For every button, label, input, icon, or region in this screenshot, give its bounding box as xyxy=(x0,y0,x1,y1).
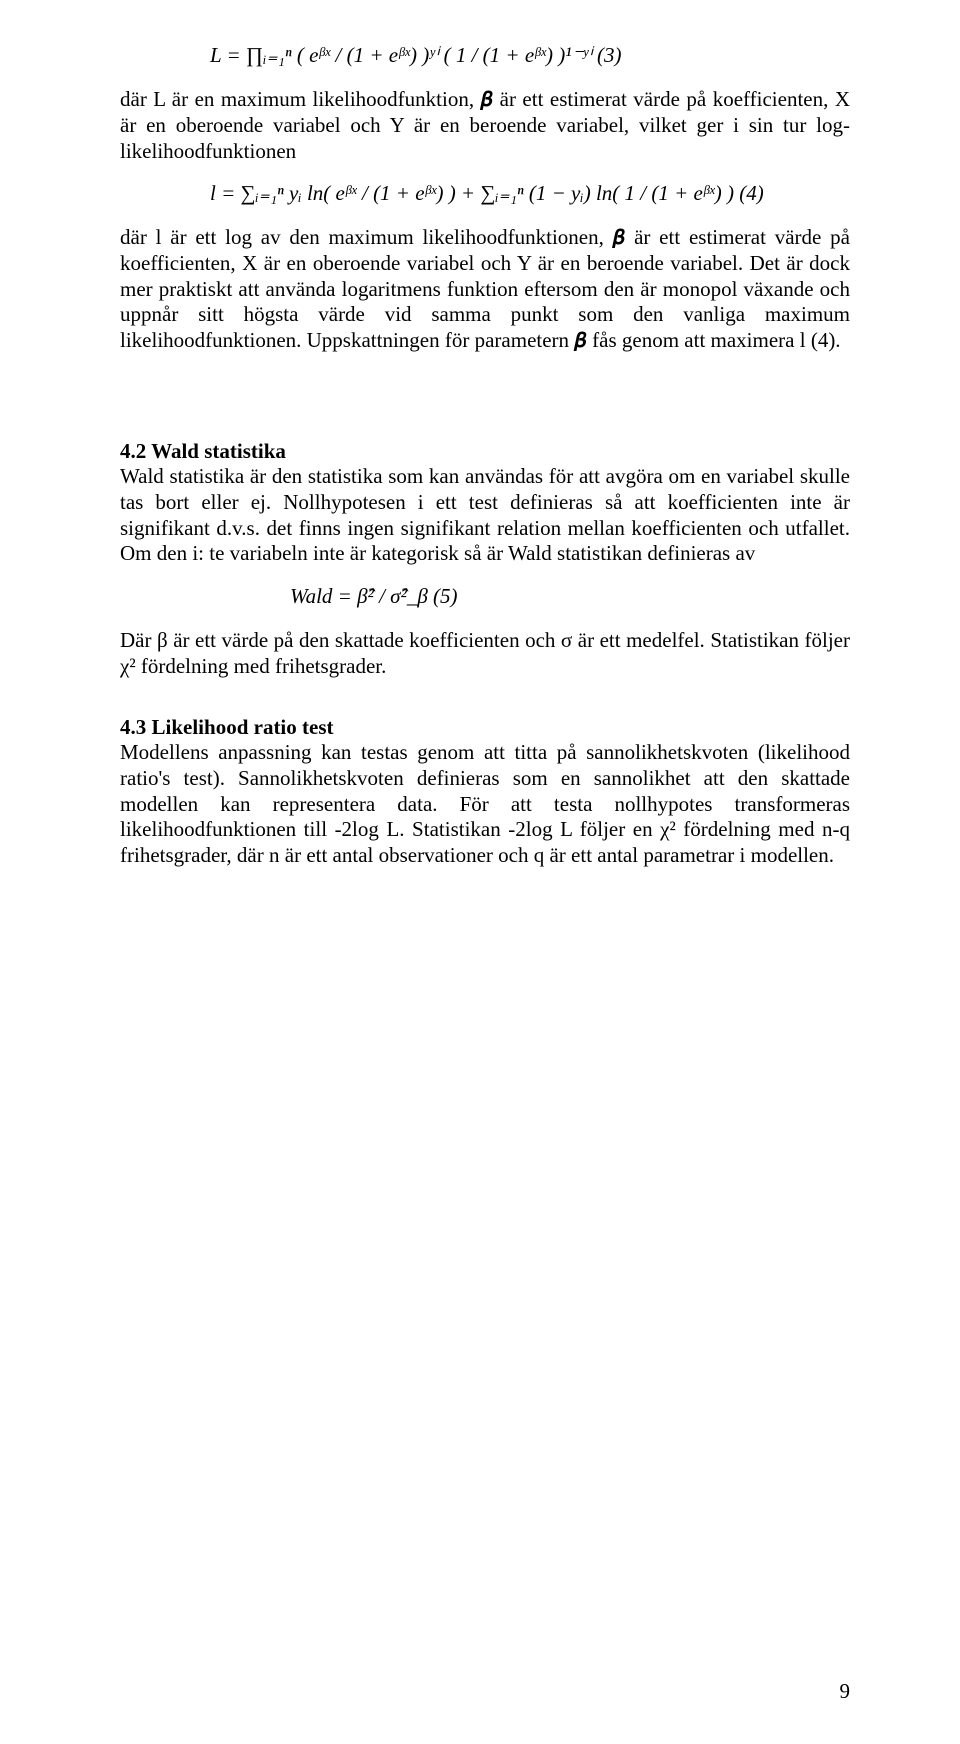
paragraph-after-eq3: där L är en maximum likelihoodfunktion, … xyxy=(120,87,850,164)
equation-5: Wald = β̂² / σ̂²_β (5) xyxy=(120,583,850,610)
equation-3: L = ∏ᵢ₌₁ⁿ ( eᵝˣ / (1 + eᵝˣ) )ʸⁱ ( 1 / (1… xyxy=(120,42,850,69)
equation-5-content: Wald = β̂² / σ̂²_β (5) xyxy=(290,584,458,608)
section-4-2-body: Wald statistika är den statistika som ka… xyxy=(120,464,850,566)
equation-3-content: L = ∏ᵢ₌₁ⁿ ( eᵝˣ / (1 + eᵝˣ) )ʸⁱ ( 1 / (1… xyxy=(210,43,622,67)
section-4-3-title: 4.3 Likelihood ratio test xyxy=(120,715,850,740)
paragraph-after-eq4: där l är ett log av den maximum likeliho… xyxy=(120,225,850,353)
page-number: 9 xyxy=(840,1679,851,1704)
equation-4-content: l = ∑ᵢ₌₁ⁿ yᵢ ln( eᵝˣ / (1 + eᵝˣ) ) + ∑ᵢ₌… xyxy=(210,181,764,205)
equation-4: l = ∑ᵢ₌₁ⁿ yᵢ ln( eᵝˣ / (1 + eᵝˣ) ) + ∑ᵢ₌… xyxy=(120,180,850,207)
spacer xyxy=(120,369,850,403)
section-4-3-body: Modellens anpassning kan testas genom at… xyxy=(120,740,850,868)
page-container: L = ∏ᵢ₌₁ⁿ ( eᵝˣ / (1 + eᵝˣ) )ʸⁱ ( 1 / (1… xyxy=(0,0,960,1744)
section-4-2-title: 4.2 Wald statistika xyxy=(120,439,850,464)
paragraph-after-eq5: Där β är ett värde på den skattade koeff… xyxy=(120,628,850,679)
